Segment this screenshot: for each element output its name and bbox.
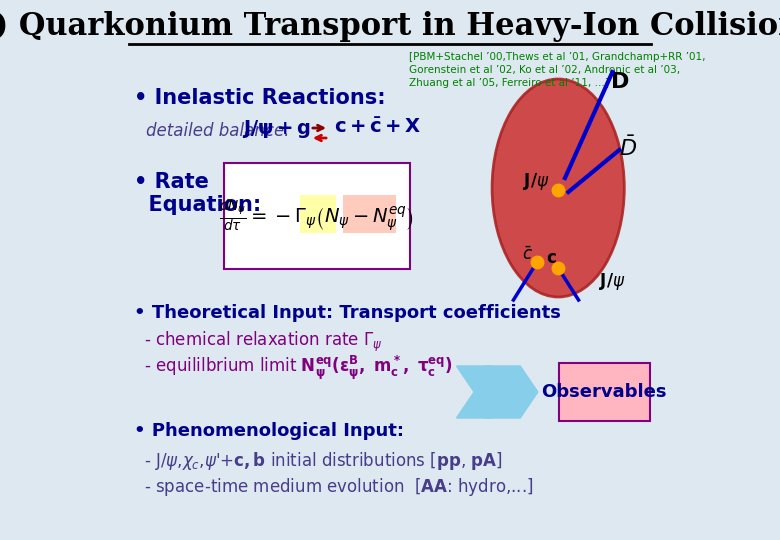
- FancyBboxPatch shape: [300, 195, 336, 233]
- Text: - equililbrium limit $\mathbf{N_\psi^{eq}(\varepsilon_\psi^B,\ m_c^*,\ \tau_c^{e: - equililbrium limit $\mathbf{N_\psi^{eq…: [144, 354, 453, 382]
- FancyBboxPatch shape: [224, 163, 410, 269]
- Text: J/$\psi$: J/$\psi$: [523, 172, 550, 192]
- Text: D: D: [611, 72, 629, 92]
- FancyBboxPatch shape: [343, 195, 396, 233]
- Text: $\bar{D}$: $\bar{D}$: [619, 136, 637, 160]
- Text: • Inelastic Reactions:: • Inelastic Reactions:: [133, 88, 385, 108]
- Text: [PBM+Stachel ’00,Thews et al ’01, Grandchamp+RR ’01,
Gorenstein et al ’02, Ko et: [PBM+Stachel ’00,Thews et al ’01, Grandc…: [409, 52, 705, 89]
- Ellipse shape: [492, 79, 624, 297]
- Text: c: c: [547, 249, 556, 267]
- Text: - chemical relaxation rate $\Gamma_\psi$: - chemical relaxation rate $\Gamma_\psi$: [144, 330, 383, 354]
- Text: J/$\psi$: J/$\psi$: [599, 272, 626, 293]
- Text: $\mathbf{c + \bar{c} + X}$: $\mathbf{c + \bar{c} + X}$: [335, 118, 422, 137]
- Text: Observables: Observables: [541, 383, 667, 401]
- Text: - J/$\psi$,$\chi_c$,$\psi$'+$\mathbf{c,b}$ initial distributions [$\mathbf{pp}$,: - J/$\psi$,$\chi_c$,$\psi$'+$\mathbf{c,b…: [144, 450, 503, 472]
- Text: • Phenomenological Input:: • Phenomenological Input:: [133, 422, 403, 440]
- FancyBboxPatch shape: [559, 363, 650, 421]
- Text: 2.) Quarkonium Transport in Heavy-Ion Collisions: 2.) Quarkonium Transport in Heavy-Ion Co…: [0, 10, 780, 42]
- Text: - space-time medium evolution  [$\mathbf{AA}$: hydro,...]: - space-time medium evolution [$\mathbf{…: [144, 476, 534, 498]
- Polygon shape: [456, 366, 509, 418]
- Text: $\frac{dN_\psi}{d\tau} = -\Gamma_\psi \left(N_\psi - N_\psi^{eq}\right)$: $\frac{dN_\psi}{d\tau} = -\Gamma_\psi \l…: [219, 198, 414, 234]
- Polygon shape: [485, 366, 538, 418]
- Text: • Rate
  Equation:: • Rate Equation:: [133, 172, 261, 215]
- Text: detailed balance:: detailed balance:: [146, 122, 289, 140]
- Text: $\bar{c}$: $\bar{c}$: [522, 246, 533, 264]
- Text: • Theoretical Input: Transport coefficients: • Theoretical Input: Transport coefficie…: [133, 304, 561, 322]
- Text: $\mathbf{J/\psi + g}$: $\mathbf{J/\psi + g}$: [242, 118, 311, 140]
